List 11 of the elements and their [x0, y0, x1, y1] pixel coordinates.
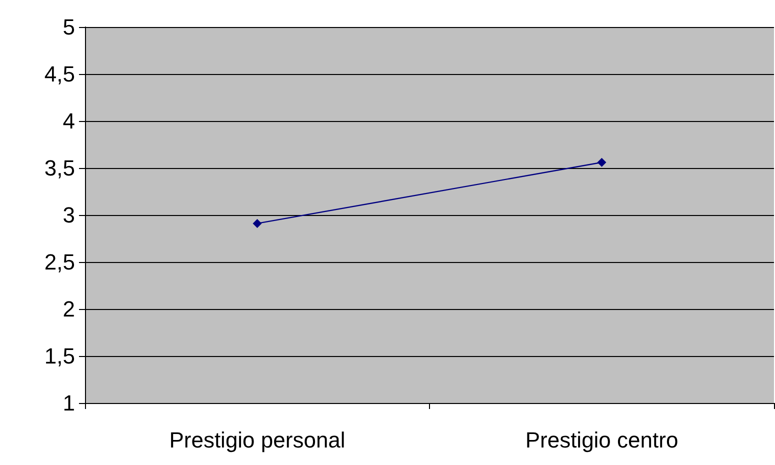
- x-tick-label: Prestigio centro: [525, 428, 678, 452]
- y-tick-label: 5: [62, 14, 75, 40]
- y-tick-label: 3: [62, 202, 75, 228]
- y-tick-label: 4,5: [44, 62, 75, 86]
- x-tick-label: Prestigio personal: [169, 428, 346, 452]
- y-tick-label: 1,5: [44, 344, 75, 368]
- y-tick-label: 2: [62, 296, 75, 322]
- y-tick-label: 2,5: [44, 250, 75, 274]
- y-tick-label: 4: [62, 108, 75, 134]
- y-tick-label: 3,5: [44, 156, 75, 180]
- y-tick-label: 1: [62, 390, 75, 416]
